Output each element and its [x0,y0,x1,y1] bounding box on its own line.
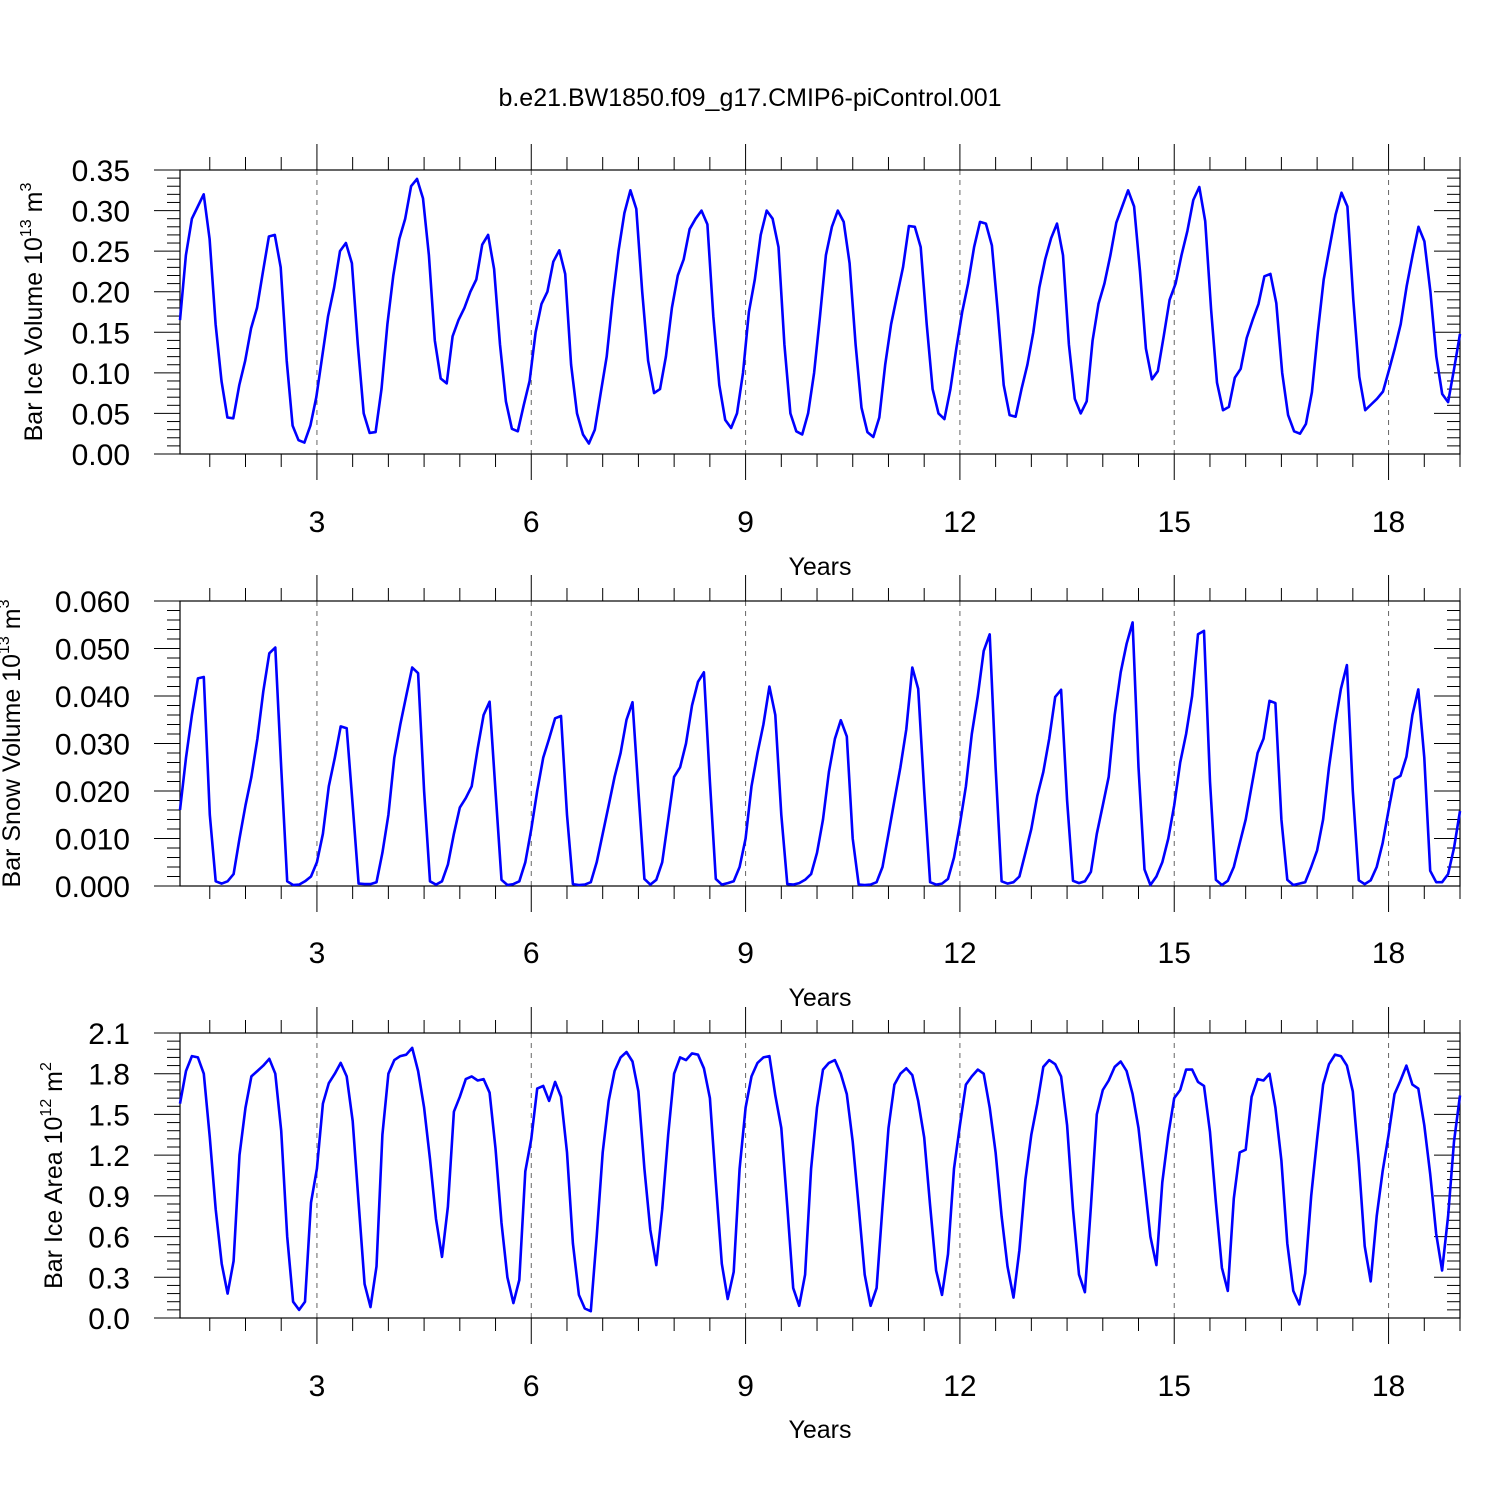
y-tick-label: 0.10 [72,358,130,391]
chart-panel-3: 3 6 9 12 15 18 Years 0.0 0.3 0.6 0.9 1.2 1.5 1.8 2.1 Ba… [38,1007,1462,1444]
y-tick-label: 0.05 [72,398,130,431]
y-axis-title: Bar Ice Area 1012 m2 [38,1062,68,1289]
x-tick-label: 18 [1372,1370,1405,1403]
x-tick-label: 6 [523,1370,540,1403]
y-tick-label: 0.000 [55,871,130,904]
x-axis-title: Years [788,984,851,1012]
y-tick-label: 0.030 [55,729,130,762]
y-tick-label: 0.3 [88,1262,130,1295]
x-tick-label: 3 [309,937,326,970]
y-tick-label: 0.040 [55,681,130,714]
series-line-3 [178,1046,1462,1313]
x-axis-title: Years [788,553,851,581]
y-tick-label: 0.00 [72,439,130,472]
series-line-2 [178,621,1462,887]
x-tick-label: 12 [943,506,976,539]
x-tick-label: 18 [1372,937,1405,970]
y-tick-label: 0.20 [72,277,130,310]
y-tick-label: 1.5 [88,1099,130,1132]
x-tick-label: 9 [737,1370,754,1403]
y-tick-label: 0.010 [55,824,130,857]
y-tick-label: 0.9 [88,1181,130,1214]
y-tick-label: 0.35 [72,155,130,188]
x-tick-label: 12 [943,937,976,970]
chart-panel-1: 3 6 9 12 15 18 Years 0.00 0.05 0.10 0.15 0.20 0.25 0.… [18,144,1462,581]
chart-title: b.e21.BW1850.f09_g17.CMIP6-piControl.001 [498,84,1001,112]
y-tick-label: 0.0 [88,1303,130,1336]
x-tick-label: 18 [1372,506,1405,539]
y-axis-title: Bar Snow Volume 1013 m3 [0,599,26,887]
x-tick-label: 15 [1158,1370,1191,1403]
y-tick-label: 0.060 [55,586,130,619]
y-tick-label: 0.15 [72,317,130,350]
x-tick-label: 12 [943,1370,976,1403]
y-tick-label: 2.1 [88,1018,130,1051]
x-tick-label: 15 [1158,937,1191,970]
y-tick-label: 0.30 [72,196,130,229]
plot-frame [179,1032,1461,1319]
x-tick-label: 3 [309,506,326,539]
y-tick-label: 0.6 [88,1222,130,1255]
y-tick-label: 1.2 [88,1140,130,1173]
x-tick-label: 15 [1158,506,1191,539]
y-tick-label: 0.020 [55,776,130,809]
x-tick-label: 6 [523,506,540,539]
y-tick-label: 1.8 [88,1059,130,1092]
x-tick-label: 9 [737,506,754,539]
y-axis-title: Bar Ice Volume 1013 m3 [18,183,48,442]
chart-panel-2: 3 6 9 12 15 18 Years 0.000 0.010 0.020 0.030 0.040 0… [0,575,1462,1012]
y-tick-label: 0.25 [72,236,130,269]
x-tick-label: 3 [309,1370,326,1403]
x-axis-title: Years [788,1416,851,1444]
series-line-1 [178,177,1462,445]
y-tick-label: 0.050 [55,634,130,667]
x-tick-label: 9 [737,937,754,970]
x-tick-label: 6 [523,937,540,970]
